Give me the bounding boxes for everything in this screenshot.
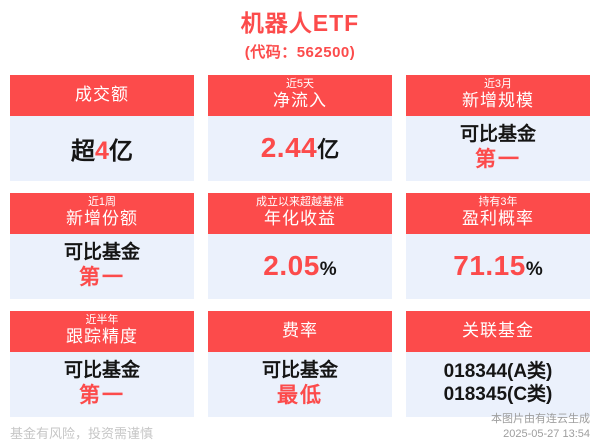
- metric-label: 关联基金: [462, 320, 534, 340]
- card-profit-probability: 持有3年 盈利概率 71.15 %: [406, 192, 590, 299]
- card-tracking-accuracy: 近半年 跟踪精度 可比基金 第一: [10, 310, 194, 417]
- card-annual-return-value: 2.05 %: [208, 233, 392, 299]
- card-turnover-value: 超 4 亿: [10, 115, 194, 181]
- page-title: 机器人ETF: [240, 10, 360, 36]
- card-new-shares-value: 可比基金 第一: [10, 233, 194, 299]
- timestamp: 2025-05-27 13:54: [503, 428, 590, 441]
- fund-code-a: 018344(A类): [443, 361, 553, 383]
- value-number: 2.05: [263, 250, 320, 282]
- card-related-funds-header: 关联基金: [406, 310, 590, 352]
- card-new-shares: 近1周 新增份额 可比基金 第一: [10, 192, 194, 299]
- value-context: 可比基金: [63, 242, 140, 264]
- value-number: 71.15: [453, 250, 526, 282]
- value-unit: %: [525, 259, 543, 281]
- card-tracking-accuracy-value: 可比基金 第一: [10, 351, 194, 417]
- period-label: 成立以来超越基准: [256, 196, 344, 209]
- value-rank: 最低: [277, 383, 323, 407]
- value-number: 4: [95, 136, 109, 165]
- card-profit-probability-value: 71.15 %: [406, 233, 590, 299]
- value-context: 可比基金: [63, 360, 140, 382]
- period-label: 持有3年: [478, 196, 518, 209]
- period-label: 近半年: [85, 314, 119, 327]
- value-rank: 第一: [475, 147, 521, 171]
- card-new-shares-header: 近1周 新增份额: [10, 192, 194, 234]
- value-number: 2.44: [260, 132, 318, 164]
- card-fee-rate: 费率 可比基金 最低: [208, 310, 392, 417]
- metric-label: 费率: [282, 320, 318, 340]
- fund-code-c: 018345(C类): [443, 384, 553, 406]
- card-turnover-header: 成交额: [10, 74, 194, 116]
- card-tracking-accuracy-header: 近半年 跟踪精度: [10, 310, 194, 352]
- period-label: 近1周: [87, 196, 117, 209]
- card-new-scale-value: 可比基金 第一: [406, 115, 590, 181]
- value-line: 2.05 %: [263, 250, 336, 282]
- card-fee-rate-value: 可比基金 最低: [208, 351, 392, 417]
- metric-label: 年化收益: [264, 209, 336, 229]
- footer: 基金有风险，投资需谨慎 本图片由有连云生成 2025-05-27 13:54: [0, 412, 600, 442]
- value-line: 71.15 %: [453, 250, 542, 282]
- card-related-funds: 关联基金 018344(A类) 018345(C类): [406, 310, 590, 417]
- risk-disclaimer: 基金有风险，投资需谨慎: [10, 426, 154, 441]
- value-line: 超 4 亿: [71, 131, 133, 166]
- card-related-funds-value: 018344(A类) 018345(C类): [406, 351, 590, 417]
- card-annual-return: 成立以来超越基准 年化收益 2.05 %: [208, 192, 392, 299]
- card-new-scale: 近3月 新增规模 可比基金 第一: [406, 74, 590, 181]
- stats-grid: 成交额 超 4 亿 近5天 净流入 2.44 亿: [0, 74, 600, 417]
- metric-label: 新增规模: [462, 91, 534, 111]
- card-annual-return-header: 成立以来超越基准 年化收益: [208, 192, 392, 234]
- value-line: 2.44 亿: [261, 132, 340, 164]
- value-rank: 第一: [79, 265, 125, 289]
- generation-credit: 本图片由有连云生成 2025-05-27 13:54: [491, 412, 590, 442]
- card-profit-probability-header: 持有3年 盈利概率: [406, 192, 590, 234]
- card-net-inflow-header: 近5天 净流入: [208, 74, 392, 116]
- metric-label: 净流入: [273, 91, 327, 111]
- value-context: 可比基金: [261, 360, 338, 382]
- value-context: 可比基金: [459, 124, 536, 146]
- card-new-scale-header: 近3月 新增规模: [406, 74, 590, 116]
- card-fee-rate-header: 费率: [208, 310, 392, 352]
- source-credit: 本图片由有连云生成: [491, 413, 590, 426]
- value-prefix: 超: [71, 137, 96, 165]
- card-turnover: 成交额 超 4 亿: [10, 74, 194, 181]
- value-unit: %: [319, 259, 337, 281]
- value-unit: 亿: [317, 137, 340, 163]
- fund-code: (代码：562500): [244, 43, 356, 61]
- period-label: 近3月: [483, 78, 513, 91]
- period-label: 近5天: [285, 78, 315, 91]
- metric-label: 盈利概率: [462, 209, 534, 229]
- header: 机器人ETF (代码：562500): [0, 0, 600, 62]
- metric-label: 成交额: [75, 84, 129, 104]
- metric-label: 跟踪精度: [66, 327, 138, 347]
- card-net-inflow-value: 2.44 亿: [208, 115, 392, 181]
- metric-label: 新增份额: [66, 209, 138, 229]
- value-unit: 亿: [108, 137, 133, 165]
- value-rank: 第一: [79, 383, 125, 407]
- card-net-inflow: 近5天 净流入 2.44 亿: [208, 74, 392, 181]
